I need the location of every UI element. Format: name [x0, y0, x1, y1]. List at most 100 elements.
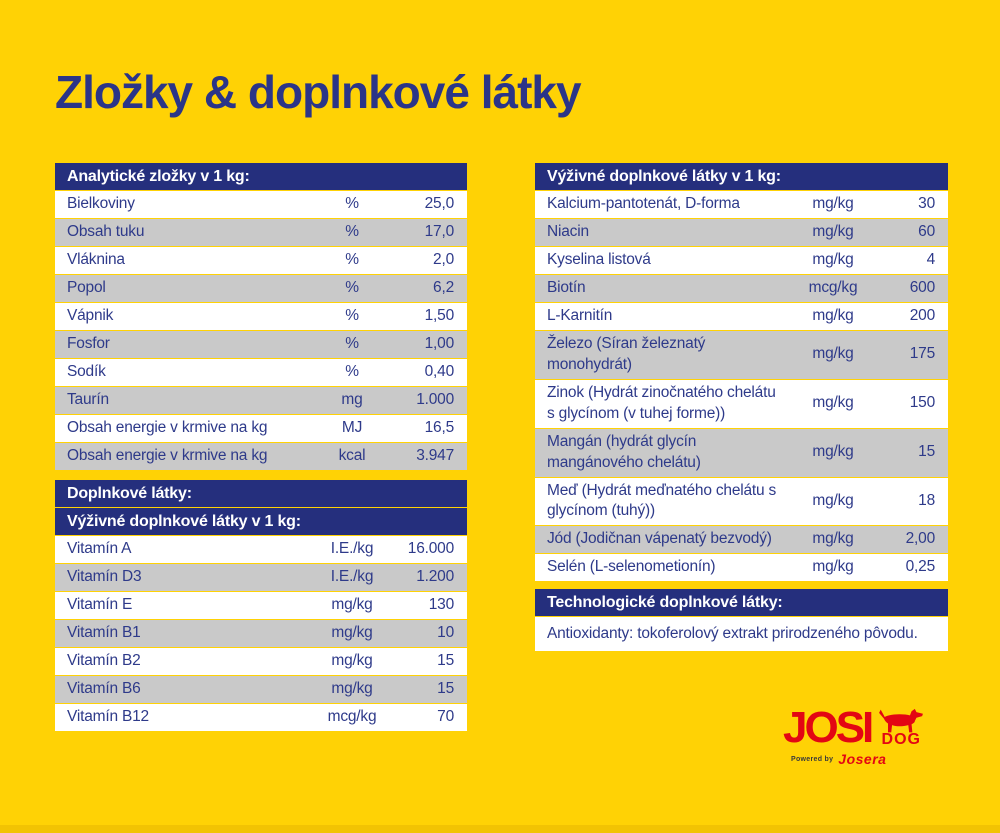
cell-name: Mangán (hydrát glycín mangánového chelát… [547, 432, 701, 471]
table-row: Vitamín B1 mg/kg 10 [55, 620, 467, 647]
left-column: Analytické zložky v 1 kg: Bielkoviny% 25,… [55, 163, 467, 731]
cell-name: Vitamín D3 [67, 568, 142, 586]
table-row: Popol% 6,2 [55, 275, 467, 302]
dog-icon [879, 708, 924, 733]
technological-note: Antioxidanty: tokoferolový extrakt priro… [535, 617, 948, 652]
logo-sub-brand-text: DOG [881, 731, 921, 748]
cell-unit: mg/kg [331, 680, 373, 698]
cell-value: 10 [437, 624, 454, 642]
table-row: Taurín mg 1.000 [55, 387, 467, 414]
cell-value: 4 [926, 251, 936, 269]
cell-value: 16.000 [407, 540, 454, 558]
table-row: Vitamín D3 I.E./kg 1.200 [55, 564, 467, 591]
logo-brand-text: JOSI [783, 703, 874, 752]
analytical-table-header: Analytické zložky v 1 kg: [55, 163, 467, 190]
table-row: Obsah tuku% 17,0 [55, 219, 467, 246]
cell-name: Obsah energie v krmive na kg [67, 419, 268, 437]
cell-value: 15 [918, 443, 935, 461]
cell-unit: mg/kg [812, 558, 854, 576]
table-row: Zinok (Hydrát zinočnatého chelátu s glyc… [535, 379, 948, 428]
cell-unit: % [345, 279, 359, 297]
cell-value: 200 [909, 307, 935, 325]
technological-header: Technologické doplnkové látky: [535, 589, 948, 617]
cell-value: 0,40 [424, 363, 455, 381]
cell-name: Vitamín B6 [67, 680, 141, 698]
table-row: Kalcium-pantotenát, D-forma mg/kg 30 [535, 191, 948, 218]
cell-name: L-Karnitín [547, 307, 613, 325]
table-row: Meď (Hydrát meďnatého chelátu s glycínom… [535, 477, 948, 526]
logo-right-group: DOG [874, 708, 928, 748]
cell-unit: mg/kg [812, 345, 854, 363]
cell-name: Vitamín B1 [67, 624, 141, 642]
cell-name: Jód (Jodičnan vápenatý bezvodý) [547, 530, 772, 548]
cell-value: 600 [909, 279, 935, 297]
powered-by-row: Powered by Josera [791, 751, 955, 767]
cell-name: Kyselina listová [547, 251, 651, 269]
bottom-edge-strip [0, 825, 1000, 833]
additives-table: Doplnkové látky: Výživné doplnkové látky… [55, 480, 467, 731]
cell-name: Popol [67, 279, 106, 297]
cell-value: 1.200 [416, 568, 454, 586]
nutritional-right-header: Výživné doplnkové látky v 1 kg: [535, 163, 948, 190]
table-row: Sodík% 0,40 [55, 359, 467, 386]
cell-unit: % [345, 251, 359, 269]
spacer [535, 581, 948, 589]
powered-by-label: Powered by [791, 755, 834, 763]
table-row: Vitamín A I.E./kg 16.000 [55, 536, 467, 563]
table-row: Biotín mcg/kg 600 [535, 275, 948, 302]
cell-unit: % [345, 335, 359, 353]
cell-name: Niacin [547, 223, 589, 241]
cell-unit: mg/kg [812, 394, 854, 412]
cell-value: 175 [909, 345, 935, 363]
analytical-table-body: Bielkoviny% 25,0 Obsah tuku% 17,0 Vláknina% 2… [55, 191, 467, 470]
cell-value: 60 [918, 223, 935, 241]
analytical-table: Analytické zložky v 1 kg: Bielkoviny% 25,… [55, 163, 467, 470]
cell-name: Obsah tuku [67, 223, 145, 241]
cell-value: 17,0 [424, 223, 455, 241]
cell-unit: mg [341, 391, 363, 409]
cell-name: Kalcium-pantotenát, D-forma [547, 195, 740, 213]
logo-top: JOSI DOG [783, 703, 955, 752]
cell-name: Vláknina [67, 251, 125, 269]
table-row: Vláknina% 2,0 [55, 247, 467, 274]
right-column: Výživné doplnkové látky v 1 kg: Kalcium-… [535, 163, 948, 652]
cell-name: Vitamín E [67, 596, 133, 614]
cell-value: 6,2 [433, 279, 454, 297]
cell-unit: mg/kg [812, 443, 854, 461]
table-row: Mangán (hydrát glycín mangánového chelát… [535, 428, 948, 477]
cell-name: Vápnik [67, 307, 114, 325]
cell-unit: kcal [338, 447, 366, 465]
additives-header: Doplnkové látky: [55, 480, 467, 507]
cell-value: 25,0 [424, 195, 455, 213]
powered-by-brand: Josera [838, 751, 887, 768]
table-row: Obsah energie v krmive na kg kcal 3.947 [55, 443, 467, 470]
cell-value: 15 [437, 652, 454, 670]
table-row: Vitamín E mg/kg 130 [55, 592, 467, 619]
cell-name: Taurín [67, 391, 109, 409]
cell-name: Vitamín B12 [67, 708, 149, 726]
table-row: Fosfor% 1,00 [55, 331, 467, 358]
cell-value: 1,00 [424, 335, 455, 353]
table-row: Vápnik% 1,50 [55, 303, 467, 330]
cell-unit: % [345, 223, 359, 241]
table-row: Bielkoviny% 25,0 [55, 191, 467, 218]
table-row: Jód (Jodičnan vápenatý bezvodý) mg/kg 2,00 [535, 526, 948, 554]
table-row: Vitamín B6 mg/kg 15 [55, 676, 467, 703]
cell-unit: mg/kg [812, 195, 854, 213]
cell-unit: mg/kg [812, 223, 854, 241]
cell-unit: mg/kg [331, 596, 373, 614]
cell-name: Bielkoviny [67, 195, 135, 213]
cell-unit: I.E./kg [330, 568, 374, 586]
cell-unit: % [345, 363, 359, 381]
table-row: Obsah energie v krmive na kg MJ 16,5 [55, 415, 467, 442]
table-row: L-Karnitín mg/kg 200 [535, 303, 948, 330]
cell-name: Biotín [547, 279, 586, 297]
page-title: Zložky & doplnkové látky [55, 65, 582, 118]
cell-unit: MJ [341, 419, 363, 437]
cell-unit: % [345, 195, 359, 213]
table-row: Železo (Síran železnatý monohydrát) mg/kg… [535, 331, 948, 379]
cell-unit: mcg/kg [808, 279, 858, 297]
cell-name: Vitamín B2 [67, 652, 141, 670]
cell-value: 0,25 [905, 558, 936, 576]
cell-value: 15 [437, 680, 454, 698]
